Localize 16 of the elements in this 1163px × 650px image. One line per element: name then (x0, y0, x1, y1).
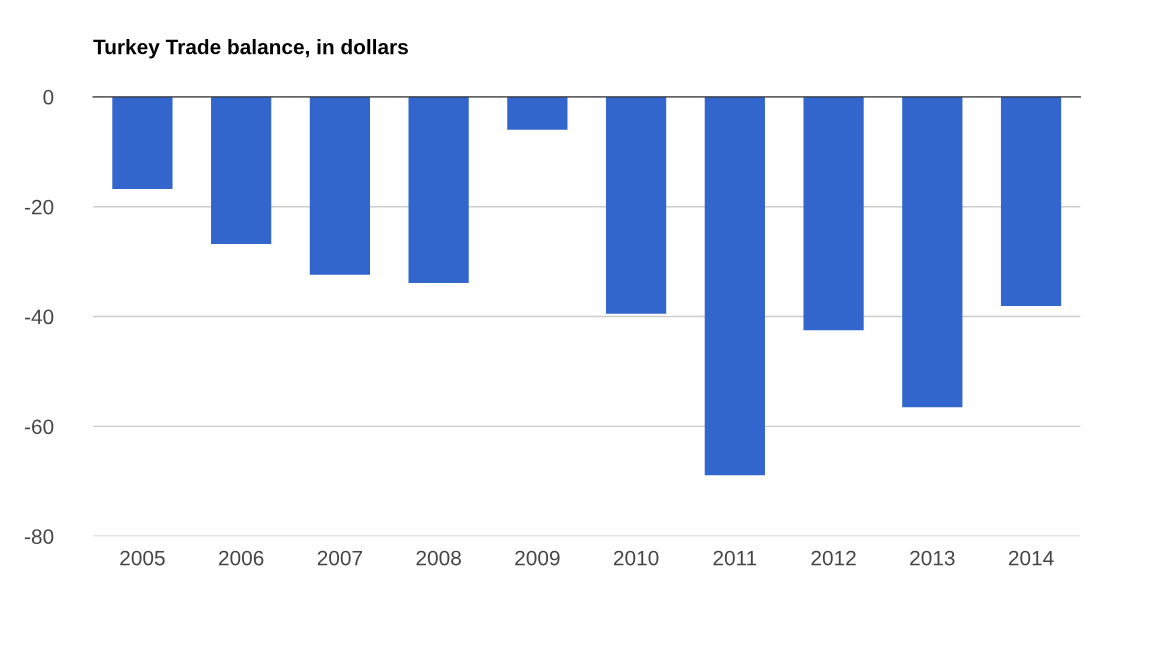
x-tick-label: 2010 (613, 550, 659, 566)
x-tick-label: 2007 (317, 550, 363, 566)
x-tick-label: 2012 (811, 550, 856, 566)
y-tick-label: -80 (24, 529, 54, 544)
x-tick-label: 2008 (416, 550, 461, 566)
x-tick-label: 2014 (1008, 550, 1054, 566)
chart-title: Turkey Trade balance, in dollars (93, 39, 408, 59)
y-tick-label: -60 (24, 419, 54, 435)
y-tick-label: 0 (43, 89, 54, 105)
x-tick-label: 2005 (120, 550, 165, 566)
x-tick-label: 2013 (910, 550, 955, 566)
x-tick-label: 2011 (713, 550, 757, 566)
y-tick-label: -40 (24, 309, 54, 325)
x-tick-label: 2009 (515, 550, 560, 566)
x-tick-label: 2006 (219, 550, 264, 566)
y-tick-label: -20 (24, 199, 54, 215)
